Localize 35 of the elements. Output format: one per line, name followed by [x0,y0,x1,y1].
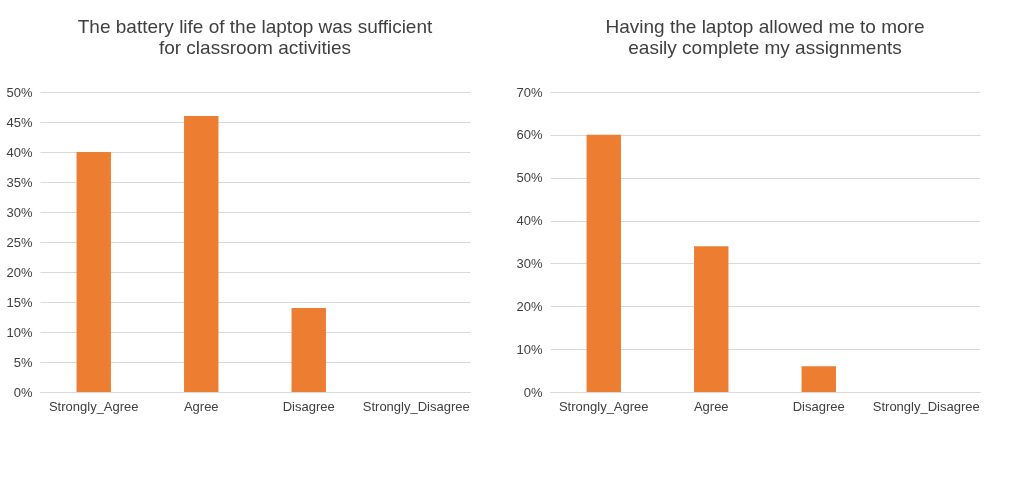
chart-title: The battery life of the laptop was sufficient for classroom activities [77,16,433,58]
y-tick-label: 25% [6,234,33,250]
y-tick-label: 30% [6,204,33,220]
x-tick-label: Disagree [282,398,335,414]
y-tick-label: 40% [516,213,543,229]
y-tick-label: 35% [6,174,33,190]
y-tick-label: 15% [6,294,33,310]
bar [291,308,326,392]
y-tick-label: 30% [516,255,543,271]
x-tick-label: Strongly_Disagree [362,398,470,414]
chart-title: Having the laptop allowed me to more easily complete my assignments [605,16,925,58]
y-tick-label: 0% [523,384,543,400]
bar [694,246,729,392]
y-tick-label: 20% [6,264,33,280]
y-tick-label: 20% [516,298,543,314]
bar [184,116,219,392]
y-tick-label: 10% [516,341,543,357]
y-tick-label: 45% [6,114,33,130]
x-tick-label: Strongly_Disagree [872,398,980,414]
y-tick-label: 10% [6,324,33,340]
y-tick-label: 50% [516,170,543,186]
y-tick-label: 60% [516,127,543,143]
bar [586,134,621,392]
x-tick-label: Strongly_Agree [558,398,649,414]
x-tick-label: Agree [183,398,219,414]
x-tick-label: Strongly_Agree [48,398,139,414]
bar [76,152,111,392]
y-tick-label: 0% [13,384,33,400]
y-tick-label: 40% [6,144,33,160]
y-tick-label: 50% [6,84,33,100]
y-tick-label: 5% [13,354,33,370]
y-tick-label: 70% [516,84,543,100]
bar [801,366,836,392]
x-tick-label: Agree [693,398,729,414]
x-tick-label: Disagree [792,398,845,414]
